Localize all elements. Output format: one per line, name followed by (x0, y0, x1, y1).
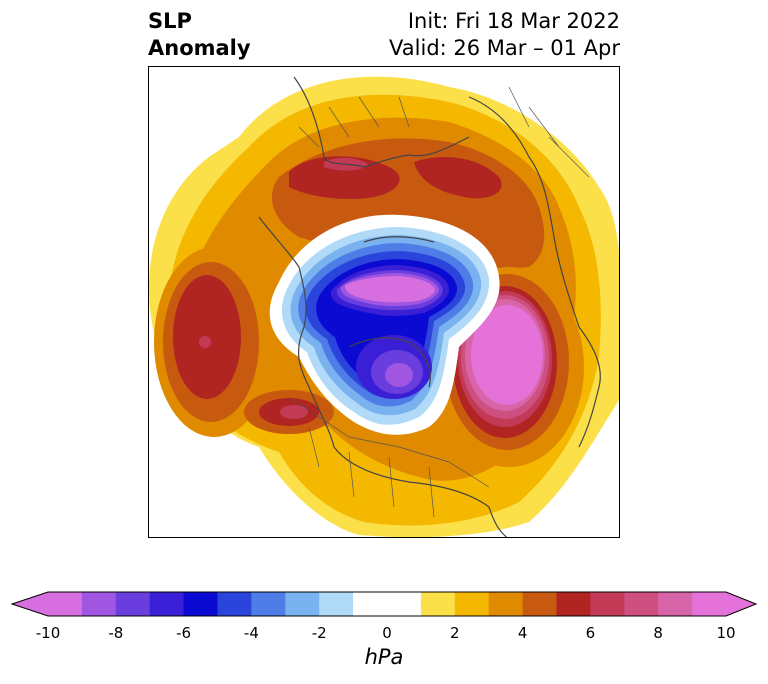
colorbar-cell (149, 592, 185, 616)
valid-date: Valid: 26 Mar – 01 Apr (389, 36, 620, 60)
colorbar-tick-label: 8 (653, 624, 663, 642)
colorbar-tick-label: -10 (35, 624, 61, 642)
colorbar-cell (319, 592, 354, 616)
colorbar-cell (285, 592, 320, 616)
colorbar-outline (10, 591, 758, 617)
map-title: SLP Anomaly (148, 8, 251, 62)
slp-anomaly-map (149, 76, 619, 537)
borders (288, 86, 590, 518)
forecast-dates: Init: Fri 18 Mar 2022 Valid: 26 Mar – 01… (389, 8, 620, 62)
colorbar-cell (590, 592, 625, 616)
colorbar-tick-label: -6 (176, 624, 192, 642)
colorbar-tick-label: 4 (517, 624, 528, 642)
colorbar-cell (115, 592, 151, 616)
colorbar-tick-label: 10 (716, 624, 736, 642)
colorbar (10, 591, 758, 617)
colorbar-cell (353, 592, 388, 616)
colorbar-cell (48, 592, 83, 616)
pacific-high-shading (154, 247, 334, 437)
map-panel (148, 66, 620, 538)
colorbar-tick-label: -4 (243, 624, 259, 642)
colorbar-tick-label: 6 (585, 624, 596, 642)
coastlines (258, 76, 601, 537)
asian-high-shading (434, 267, 584, 467)
colorbar-units-label: hPa (364, 645, 404, 669)
colorbar-cell (420, 592, 456, 616)
colorbar-cell (387, 592, 422, 616)
colorbar-cell (488, 592, 524, 616)
colorbar-cell (624, 592, 659, 616)
arctic-low-shading (269, 214, 500, 435)
colorbar-cell (658, 592, 693, 616)
colorbar-tick-label: 2 (450, 624, 460, 642)
colorbar-extend-high (726, 592, 756, 616)
colorbar-cell (183, 592, 218, 616)
title-slp: SLP (148, 9, 192, 33)
colorbar-tick-label: -8 (108, 624, 124, 642)
colorbar-cell (556, 592, 591, 616)
colorbar-cell (692, 592, 727, 616)
colorbar-cell (522, 592, 557, 616)
colorbar-cell (217, 592, 252, 616)
colorbar-cell (454, 592, 490, 616)
colorbar-extend-low (12, 592, 48, 616)
title-anomaly: Anomaly (148, 36, 251, 60)
colorbar-tick-label: -2 (311, 624, 327, 642)
init-date: Init: Fri 18 Mar 2022 (407, 9, 620, 33)
colorbar-cell (251, 592, 286, 616)
colorbar-cell (81, 592, 117, 616)
colorbar-tick-label: 0 (382, 624, 392, 642)
